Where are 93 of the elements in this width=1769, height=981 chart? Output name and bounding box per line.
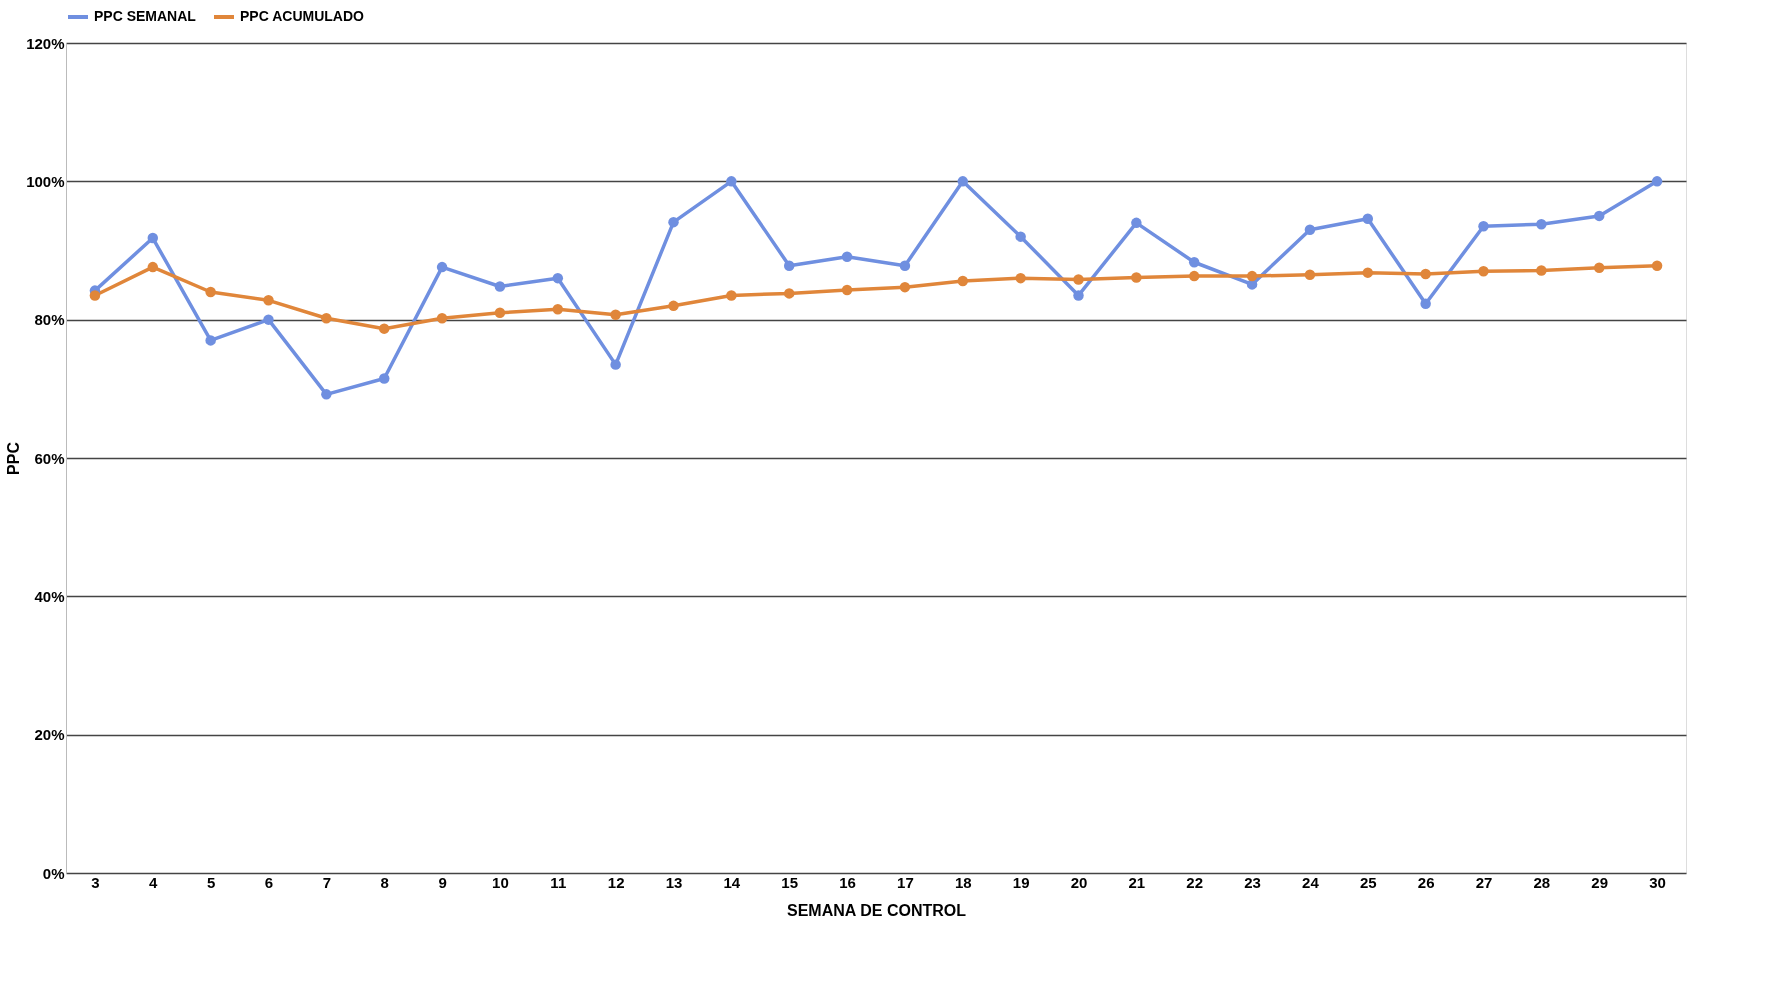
point xyxy=(668,300,679,312)
point xyxy=(1362,267,1374,278)
x-tick-label: 21 xyxy=(1128,873,1146,891)
y-tick-label: 100% xyxy=(26,172,65,190)
point xyxy=(1536,218,1547,230)
point xyxy=(321,389,332,400)
point xyxy=(263,314,274,325)
y-tick-label: 80% xyxy=(34,311,65,329)
point xyxy=(147,232,159,244)
point xyxy=(494,307,506,318)
x-tick-label: 3 xyxy=(91,873,100,891)
point xyxy=(1073,274,1084,285)
x-tick-label: 14 xyxy=(723,873,741,891)
point xyxy=(726,176,737,187)
point xyxy=(263,295,274,306)
y-axis-title: PPC xyxy=(5,441,23,475)
point xyxy=(321,313,332,324)
point xyxy=(1478,221,1489,232)
point xyxy=(1015,231,1026,242)
point xyxy=(436,313,448,324)
point xyxy=(841,251,853,262)
point xyxy=(1651,176,1663,187)
y-tick-label: 0% xyxy=(42,864,65,882)
x-tick-label: 22 xyxy=(1186,873,1204,891)
point xyxy=(1188,257,1200,268)
point xyxy=(726,290,737,301)
point xyxy=(494,281,506,292)
point xyxy=(1073,290,1084,301)
point xyxy=(205,335,216,346)
point xyxy=(783,288,795,299)
point xyxy=(1131,272,1142,283)
x-tick-label: 9 xyxy=(438,873,447,891)
point xyxy=(1420,298,1431,309)
x-tick-label: 17 xyxy=(897,873,914,891)
x-tick-label: 7 xyxy=(322,873,332,891)
point xyxy=(89,290,101,301)
point xyxy=(1420,268,1431,280)
y-tick-label: 60% xyxy=(34,449,65,467)
point xyxy=(899,260,911,271)
point xyxy=(1015,272,1026,284)
point xyxy=(957,176,969,187)
x-tick-label: 8 xyxy=(380,873,389,891)
x-tick-label: 30 xyxy=(1649,873,1666,891)
point xyxy=(552,304,564,315)
x-tick-label: 27 xyxy=(1475,873,1493,891)
x-tick-label: 24 xyxy=(1302,873,1320,891)
x-tick-label: 15 xyxy=(781,873,799,891)
x-tick-label: 6 xyxy=(264,873,274,891)
legend-label: PPC SEMANAL xyxy=(94,8,197,24)
x-tick-label: 18 xyxy=(954,873,972,891)
point xyxy=(1536,265,1547,276)
point xyxy=(1304,269,1316,280)
x-tick-label: 11 xyxy=(550,873,567,891)
x-tick-label: 4 xyxy=(149,873,159,891)
legend-label: PPC ACUMULADO xyxy=(240,8,365,24)
point xyxy=(552,272,564,284)
point xyxy=(1478,266,1489,277)
x-axis-title: SEMANA DE CONTROL xyxy=(787,901,967,919)
point xyxy=(378,323,390,334)
point xyxy=(610,359,621,370)
point xyxy=(610,309,621,321)
x-tick-label: 28 xyxy=(1533,873,1551,891)
point xyxy=(1131,217,1142,229)
point xyxy=(205,286,216,298)
point xyxy=(899,281,911,293)
x-tick-label: 13 xyxy=(665,873,683,891)
point xyxy=(668,216,679,228)
point xyxy=(436,261,448,273)
y-tick-label: 120% xyxy=(26,34,65,52)
point xyxy=(841,284,853,296)
point xyxy=(1362,213,1374,224)
x-tick-label: 5 xyxy=(206,873,216,891)
x-tick-label: 16 xyxy=(839,873,856,891)
point xyxy=(147,261,159,273)
point xyxy=(1593,210,1605,222)
y-tick-label: 20% xyxy=(34,726,65,744)
x-tick-label: 29 xyxy=(1591,873,1609,891)
point xyxy=(378,373,390,384)
x-tick-label: 23 xyxy=(1244,873,1261,891)
point xyxy=(1593,262,1605,274)
x-tick-label: 10 xyxy=(492,873,509,891)
point xyxy=(1651,260,1663,271)
point xyxy=(1246,270,1258,282)
y-tick-label: 40% xyxy=(34,587,65,605)
x-tick-label: 20 xyxy=(1070,873,1088,891)
x-tick-label: 25 xyxy=(1359,873,1377,891)
x-tick-label: 19 xyxy=(1012,873,1030,891)
point xyxy=(957,275,969,287)
x-tick-label: 26 xyxy=(1417,873,1435,891)
point xyxy=(1304,224,1316,235)
point xyxy=(783,260,795,271)
point xyxy=(1188,270,1200,282)
x-tick-label: 12 xyxy=(607,873,625,891)
